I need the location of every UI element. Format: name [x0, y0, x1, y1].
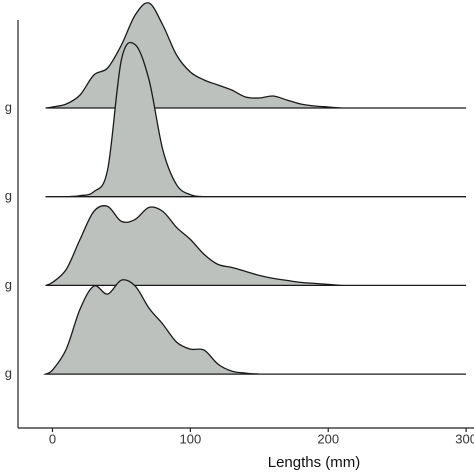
y-tick-label: g: [5, 277, 12, 292]
ridge: [43, 279, 467, 375]
x-tick-label: 300: [455, 431, 474, 446]
y-tick-label: g: [5, 99, 12, 114]
ridge: [45, 41, 467, 198]
x-tick-label: 100: [179, 431, 201, 446]
y-tick-label: g: [5, 366, 12, 381]
x-tick-label: 0: [49, 431, 56, 446]
y-tick-label: g: [5, 188, 12, 203]
ridge: [45, 2, 467, 109]
x-tick-label: 200: [317, 431, 339, 446]
ridge: [45, 205, 467, 287]
x-axis-title: Lengths (mm): [268, 454, 361, 471]
